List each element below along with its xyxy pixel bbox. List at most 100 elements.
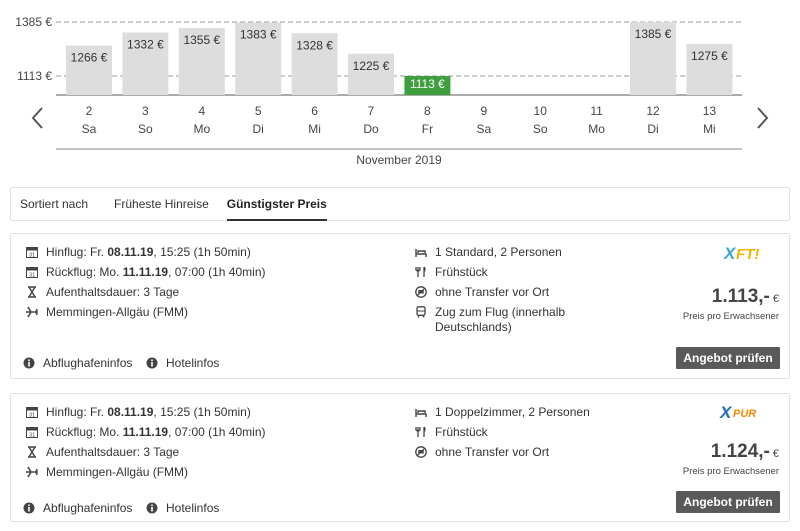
x-weekday-label: Do <box>363 122 379 136</box>
y-tick-label: 1385 € <box>15 15 52 29</box>
price-amount: 1.113,- <box>711 286 770 307</box>
bed-icon <box>415 246 427 258</box>
price-chart-svg: 1385 €1113 € 1266 €1332 €1355 €1383 €132… <box>15 15 742 167</box>
next-arrow-icon[interactable] <box>752 104 772 132</box>
x-weekday-label: Sa <box>476 122 491 136</box>
bar-value-label: 1266 € <box>71 51 108 65</box>
offer-card: 31 Hinflug: Fr. 08.11.19, 15:25 (1h 50mi… <box>10 393 790 522</box>
bar-day-4[interactable] <box>178 27 225 95</box>
month-label: November 2019 <box>356 153 442 167</box>
cutlery-icon <box>415 266 427 278</box>
bar-value-label: 1383 € <box>240 27 277 41</box>
return-flight: 31 Rückflug: Mo. 11.11.19, 07:00 (1h 40m… <box>26 265 265 279</box>
calendar-icon: 31 <box>26 426 38 438</box>
info-icon <box>23 502 35 514</box>
bar-day-7[interactable] <box>348 53 394 95</box>
bar-day-2[interactable] <box>66 45 112 95</box>
calendar-icon: 31 <box>26 266 38 278</box>
x-weekday-label: Mi <box>703 122 716 136</box>
sort-option-cheapest[interactable]: Günstigster Preis <box>226 188 327 221</box>
price-currency: € <box>772 293 779 305</box>
info-icon <box>23 357 35 369</box>
prev-arrow-icon[interactable] <box>28 104 48 132</box>
bar-value-label: 1113 € <box>410 77 445 91</box>
airport-info-link[interactable]: Abflughafeninfos <box>23 356 132 370</box>
x-weekday-label: Fr <box>422 122 433 136</box>
svg-text:31: 31 <box>29 273 35 279</box>
price-calendar-chart: 1385 €1113 € 1266 €1332 €1355 €1383 €132… <box>0 0 800 175</box>
no-transfer-icon <box>415 446 427 458</box>
hotel-info-link[interactable]: Hotelinfos <box>146 356 219 370</box>
sort-option-earliest[interactable]: Früheste Hinreise <box>114 197 209 211</box>
svg-text:X: X <box>719 403 733 422</box>
hotel-info-link[interactable]: Hotelinfos <box>146 501 219 515</box>
x-weekday-label: Sa <box>82 122 97 136</box>
price-block: 1.113,- € Preis pro Erwachsener <box>683 286 779 322</box>
operator-logo: X PUR <box>719 402 765 425</box>
x-weekday-label: Mi <box>308 122 321 136</box>
bar-day-13[interactable] <box>686 43 733 95</box>
price-amount: 1.124,- <box>710 441 770 462</box>
svg-text:X: X <box>723 244 737 263</box>
bar-day-8[interactable] <box>404 76 451 95</box>
outbound-flight: 31 Hinflug: Fr. 08.11.19, 15:25 (1h 50mi… <box>26 245 251 259</box>
bar-value-label: 1225 € <box>353 59 390 73</box>
hourglass-icon <box>26 446 38 458</box>
room-info: 1 Standard, 2 Personen <box>415 245 562 259</box>
train-icon <box>415 306 427 318</box>
price-note: Preis pro Erwachsener <box>682 466 779 477</box>
outbound-flight: 31 Hinflug: Fr. 08.11.19, 15:25 (1h 50mi… <box>26 405 251 419</box>
svg-text:31: 31 <box>29 253 35 259</box>
bar-value-label: 1275 € <box>691 49 728 63</box>
price-currency: € <box>772 448 779 460</box>
board-info: Frühstück <box>415 265 488 279</box>
x-weekday-label: Di <box>647 122 658 136</box>
calendar-icon: 31 <box>26 246 38 258</box>
x-weekday-label: So <box>533 122 548 136</box>
x-day-label: 10 <box>534 104 548 118</box>
svg-text:FT!: FT! <box>736 246 759 263</box>
x-day-label: 11 <box>590 104 603 118</box>
x-weekday-label: Mo <box>193 122 210 136</box>
transfer-info: ohne Transfer vor Ort <box>415 445 549 459</box>
svg-text:31: 31 <box>29 413 35 419</box>
x-weekday-label: Mo <box>588 122 605 136</box>
info-icon <box>146 502 158 514</box>
svg-text:PUR: PUR <box>733 408 756 420</box>
bar-value-label: 1385 € <box>635 27 672 41</box>
airport-info-link[interactable]: Abflughafeninfos <box>23 501 132 515</box>
sort-label: Sortiert nach <box>20 197 89 211</box>
bar-day-3[interactable] <box>122 32 169 95</box>
offer-card: 31 Hinflug: Fr. 08.11.19, 15:25 (1h 50mi… <box>10 233 790 379</box>
airplane-icon <box>26 466 38 478</box>
x-day-label: 9 <box>480 104 487 118</box>
train-info: Zug zum Flug (innerhalb Deutschlands) <box>415 305 575 335</box>
airplane-icon <box>26 306 38 318</box>
room-info: 1 Doppelzimmer, 2 Personen <box>415 405 590 419</box>
x-day-label: 7 <box>368 104 375 118</box>
bar-day-6[interactable] <box>291 33 338 95</box>
price-note: Preis pro Erwachsener <box>682 311 779 322</box>
x-day-label: 12 <box>646 104 660 118</box>
transfer-info: ohne Transfer vor Ort <box>415 285 549 299</box>
bed-icon <box>415 406 427 418</box>
cutlery-icon <box>415 426 427 438</box>
departure-airport: Memmingen-Allgäu (FMM) <box>26 465 188 479</box>
y-tick-label: 1113 € <box>17 69 52 83</box>
bar-value-label: 1355 € <box>183 33 220 47</box>
bar-value-label: 1332 € <box>127 38 164 52</box>
operator-logo: X FT! <box>723 243 765 266</box>
svg-text:31: 31 <box>29 433 35 439</box>
x-day-label: 6 <box>311 104 318 118</box>
x-weekday-label: Di <box>253 122 264 136</box>
x-day-label: 3 <box>142 104 149 118</box>
bar-day-12[interactable] <box>630 22 676 95</box>
departure-airport: Memmingen-Allgäu (FMM) <box>26 305 188 319</box>
x-day-label: 2 <box>86 104 93 118</box>
x-weekday-label: So <box>138 122 153 136</box>
check-offer-button[interactable]: Angebot prüfen <box>676 491 780 513</box>
x-day-label: 5 <box>255 104 262 118</box>
bar-day-5[interactable] <box>235 22 282 96</box>
price-block: 1.124,- € Preis pro Erwachsener <box>683 441 779 477</box>
check-offer-button[interactable]: Angebot prüfen <box>676 347 780 369</box>
